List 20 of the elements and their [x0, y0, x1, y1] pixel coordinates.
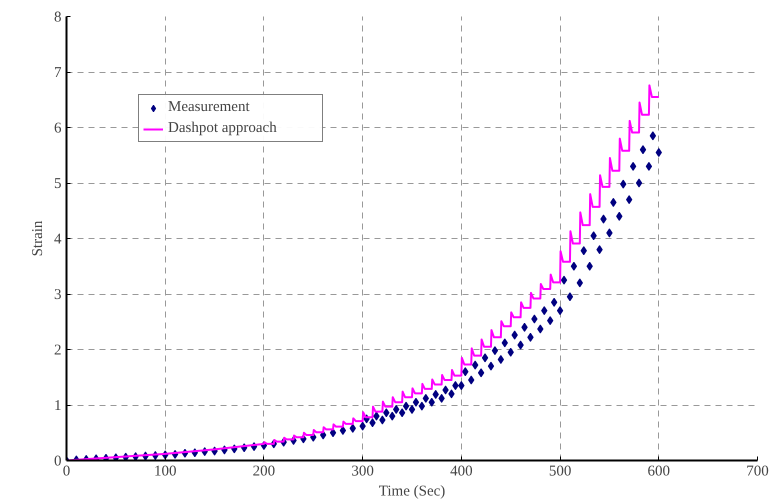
x-axis-title: Time (Sec): [378, 484, 446, 500]
y-tick-label: 1: [54, 398, 62, 414]
x-tick-label: 700: [746, 464, 769, 480]
legend-label: Dashpot approach: [168, 120, 278, 137]
x-tick-label: 600: [648, 464, 670, 480]
y-tick-label: 7: [54, 65, 62, 81]
x-tick-label: 300: [351, 464, 374, 480]
legend-label: Measurement: [168, 99, 251, 116]
y-tick-label: 6: [54, 120, 62, 136]
x-tick-label: 200: [252, 464, 276, 480]
y-tick-label: 8: [54, 10, 62, 26]
y-axis-title: Strain: [30, 220, 46, 256]
y-tick-label: 4: [54, 232, 62, 248]
x-tick-label: 500: [548, 464, 572, 480]
y-tick-label: 3: [54, 287, 62, 303]
x-tick-label: 400: [450, 464, 473, 480]
y-tick-label: 0: [54, 454, 62, 470]
y-tick-label: 2: [54, 342, 62, 358]
y-tick-label: 5: [54, 176, 62, 192]
x-tick-label: 100: [154, 464, 176, 480]
